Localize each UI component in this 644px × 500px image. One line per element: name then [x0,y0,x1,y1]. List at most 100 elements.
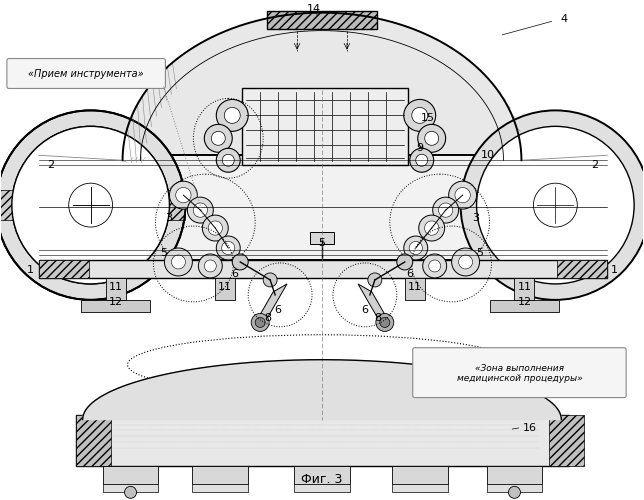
Ellipse shape [380,318,390,328]
Ellipse shape [211,132,225,145]
Bar [392,466,448,484]
Ellipse shape [216,236,240,260]
Ellipse shape [455,188,470,203]
Bar [267,10,377,29]
Ellipse shape [251,314,269,332]
Ellipse shape [169,181,197,209]
Ellipse shape [424,221,439,235]
Ellipse shape [429,260,440,272]
Text: 6: 6 [361,305,368,315]
Ellipse shape [255,318,265,328]
Bar [106,278,126,300]
Ellipse shape [368,273,382,287]
Ellipse shape [419,215,444,241]
Ellipse shape [460,110,644,300]
Ellipse shape [459,255,473,269]
Ellipse shape [222,154,234,166]
Bar [294,484,350,492]
Ellipse shape [422,254,447,278]
Ellipse shape [208,221,222,235]
Bar [405,278,424,300]
Text: 6: 6 [232,269,239,279]
Text: 1: 1 [27,265,34,275]
Ellipse shape [433,197,459,223]
Ellipse shape [69,183,113,227]
Bar [193,484,248,492]
Text: 9: 9 [416,144,423,154]
Bar [392,484,448,492]
Bar [76,414,111,467]
Bar [294,466,350,484]
Bar [39,260,89,278]
Text: 11: 11 [109,282,122,292]
Ellipse shape [164,248,193,276]
Ellipse shape [412,108,428,124]
Ellipse shape [533,183,577,227]
Bar [0,190,185,220]
Ellipse shape [204,124,232,152]
Text: 4: 4 [561,14,568,24]
Text: Фиг. 3: Фиг. 3 [301,473,343,486]
Ellipse shape [404,100,436,132]
Ellipse shape [69,183,113,227]
Text: 6: 6 [274,305,281,315]
Text: «Зона выполнения
медицинской процедуры»: «Зона выполнения медицинской процедуры» [457,364,582,384]
Text: 3: 3 [165,213,172,223]
FancyBboxPatch shape [7,58,166,88]
Bar [193,466,248,484]
Text: 8: 8 [374,313,381,323]
Text: 11: 11 [218,282,232,292]
Bar [489,300,560,312]
Polygon shape [82,360,562,420]
Bar [80,300,151,312]
Text: 11: 11 [408,282,422,292]
FancyBboxPatch shape [413,348,626,398]
Ellipse shape [477,126,634,284]
Ellipse shape [376,314,393,332]
Ellipse shape [451,248,480,276]
Polygon shape [253,284,287,327]
Bar [102,484,158,492]
Text: 15: 15 [421,114,435,124]
Ellipse shape [232,254,248,270]
Bar [557,260,607,278]
Text: 14: 14 [307,4,321,14]
Ellipse shape [216,100,248,132]
Ellipse shape [0,110,185,300]
Ellipse shape [409,242,422,254]
Text: 6: 6 [406,269,413,279]
Text: 12: 12 [108,297,122,307]
Ellipse shape [509,486,520,498]
Bar [310,232,334,244]
Ellipse shape [176,188,191,203]
Bar [242,88,408,165]
Bar [76,414,569,467]
Ellipse shape [418,124,446,152]
Text: «Прием инструмента»: «Прием инструмента» [28,70,144,80]
Ellipse shape [204,260,216,272]
Bar [215,278,235,300]
Ellipse shape [397,254,413,270]
Bar [549,414,584,467]
Bar [39,260,607,278]
Bar [39,156,607,260]
Ellipse shape [202,215,228,241]
Text: 5: 5 [160,248,167,258]
Text: 2: 2 [47,160,54,170]
Bar [515,278,535,300]
Ellipse shape [198,254,222,278]
Polygon shape [358,284,392,327]
Ellipse shape [224,108,240,124]
Ellipse shape [124,486,137,498]
Ellipse shape [449,181,477,209]
Text: 10: 10 [480,150,495,160]
Ellipse shape [439,203,453,217]
Text: 12: 12 [517,297,531,307]
Text: 5: 5 [476,248,483,258]
Bar [267,10,377,29]
Ellipse shape [12,126,169,284]
Text: 5: 5 [319,238,325,248]
Ellipse shape [216,148,240,172]
Ellipse shape [193,203,207,217]
Text: 16: 16 [522,422,536,432]
